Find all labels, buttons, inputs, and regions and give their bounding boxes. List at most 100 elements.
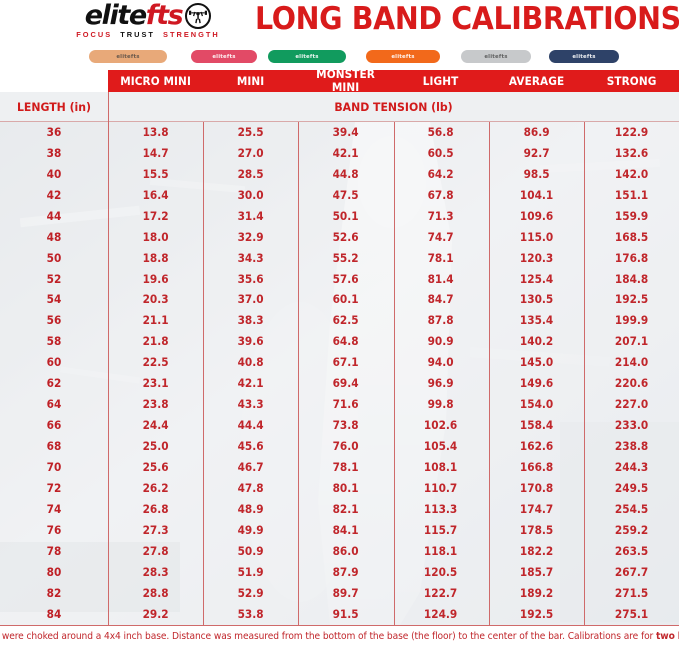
cell-light: 110.7 <box>424 481 458 495</box>
table-row: 84 29.2 53.8 91.5 124.9 192.5 275.1 <box>0 604 679 625</box>
cell-length: 54 <box>46 293 62 307</box>
cell-monster-mini: 82.1 <box>332 502 359 516</box>
cell-light: 96.9 <box>428 377 455 391</box>
cell-mini: 37.0 <box>237 293 264 307</box>
cell-monster-mini: 57.6 <box>332 272 359 286</box>
header-corner-cell <box>0 70 108 92</box>
cell-length: 48 <box>46 230 62 244</box>
cell-average: 120.3 <box>519 251 553 265</box>
cell-mini: 43.3 <box>237 398 264 412</box>
cell-strong: 159.9 <box>614 209 649 223</box>
cell-mini: 51.9 <box>237 565 264 579</box>
cell-length: 70 <box>46 460 62 474</box>
cell-average: 86.9 <box>523 125 550 139</box>
tagline-trust: TRUST <box>120 30 155 39</box>
logo-tagline: FOCUS TRUST STRENGTH <box>58 30 238 39</box>
cell-mini: 52.9 <box>237 586 264 600</box>
cell-strong: 271.5 <box>614 586 649 600</box>
cell-micro-mini: 20.3 <box>142 293 169 307</box>
monster-mini-band: elitefts <box>268 50 346 63</box>
cell-monster-mini: 44.8 <box>332 167 359 181</box>
cell-average: 162.6 <box>519 440 553 454</box>
cell-length: 50 <box>46 251 62 265</box>
cell-mini: 48.9 <box>237 502 264 516</box>
column-divider <box>298 122 300 625</box>
cell-micro-mini: 26.8 <box>142 502 169 516</box>
tagline-strength: STRENGTH <box>163 30 220 39</box>
column-divider <box>108 122 109 625</box>
cell-light: 56.8 <box>428 125 455 139</box>
cell-monster-mini: 67.1 <box>332 356 359 370</box>
cell-average: 178.5 <box>519 523 553 537</box>
column-header-average[interactable]: AVERAGE <box>508 74 564 88</box>
cell-mini: 25.5 <box>237 125 264 139</box>
cell-average: 185.7 <box>519 565 553 579</box>
table-row: 42 16.4 30.0 47.5 67.8 104.1 151.1 <box>0 185 679 206</box>
cell-light: 60.5 <box>428 146 455 160</box>
cell-mini: 46.7 <box>237 460 264 474</box>
monster-mini-band-shape: elitefts <box>268 50 346 63</box>
table-row: 44 17.2 31.4 50.1 71.3 109.6 159.9 <box>0 206 679 227</box>
footer-text: Bands were choked around a 4x4 inch base… <box>0 631 679 642</box>
cell-monster-mini: 69.4 <box>332 377 359 391</box>
cell-length: 84 <box>46 607 62 621</box>
column-header-mini[interactable]: MINI <box>237 74 265 88</box>
cell-micro-mini: 13.8 <box>142 125 169 139</box>
cell-length: 42 <box>46 188 62 202</box>
cell-strong: 151.1 <box>614 188 649 202</box>
cell-strong: 176.8 <box>614 251 649 265</box>
footer-text-part2: bands. <box>675 631 679 642</box>
cell-length: 72 <box>46 481 62 495</box>
cell-light: 99.8 <box>428 398 455 412</box>
cell-micro-mini: 22.5 <box>142 356 169 370</box>
cell-monster-mini: 73.8 <box>332 419 359 433</box>
footer-note: Bands were choked around a 4x4 inch base… <box>0 625 679 647</box>
cell-light: 84.7 <box>428 293 455 307</box>
cell-average: 135.4 <box>519 314 553 328</box>
column-divider <box>583 122 585 625</box>
cell-strong: 275.1 <box>614 607 649 621</box>
cell-strong: 238.8 <box>614 440 649 454</box>
cell-light: 124.9 <box>424 607 458 621</box>
cell-length: 64 <box>46 398 62 412</box>
column-header-light[interactable]: LIGHT <box>423 74 459 88</box>
cell-strong: 267.7 <box>614 565 649 579</box>
cell-monster-mini: 91.5 <box>332 607 359 621</box>
footer-emphasis: two <box>656 631 675 642</box>
cell-strong: 199.9 <box>614 314 649 328</box>
cell-strong: 263.5 <box>614 544 649 558</box>
cell-micro-mini: 27.3 <box>142 523 169 537</box>
cell-micro-mini: 14.7 <box>142 146 169 160</box>
strong-band-label: elitefts <box>572 53 596 60</box>
cell-monster-mini: 89.7 <box>332 586 359 600</box>
cell-average: 98.5 <box>523 167 550 181</box>
column-header-monster-mini[interactable]: MONSTER MINI <box>316 68 376 94</box>
column-header-strong[interactable]: STRONG <box>606 74 657 88</box>
table-row: 62 23.1 42.1 69.4 96.9 149.6 220.6 <box>0 373 679 394</box>
cell-micro-mini: 28.3 <box>142 565 169 579</box>
cell-length: 36 <box>46 125 62 139</box>
column-header-micro-mini[interactable]: MICRO MINI <box>120 74 191 88</box>
cell-mini: 42.1 <box>237 377 264 391</box>
table-row: 80 28.3 51.9 87.9 120.5 185.7 267.7 <box>0 562 679 583</box>
subheader-divider <box>108 92 109 122</box>
cell-mini: 44.4 <box>237 419 264 433</box>
table-row: 78 27.8 50.9 86.0 118.1 182.2 263.5 <box>0 541 679 562</box>
cell-length: 58 <box>46 335 62 349</box>
table-row: 48 18.0 32.9 52.6 74.7 115.0 168.5 <box>0 227 679 248</box>
table-row: 58 21.8 39.6 64.8 90.9 140.2 207.1 <box>0 331 679 352</box>
strong-band: elitefts <box>549 50 619 63</box>
cell-strong: 184.8 <box>614 272 649 286</box>
cell-strong: 244.3 <box>614 460 649 474</box>
cell-strong: 259.2 <box>614 523 649 537</box>
cell-micro-mini: 25.0 <box>142 440 169 454</box>
logo-fts-text: fts <box>145 0 184 31</box>
table-row: 82 28.8 52.9 89.7 122.7 189.2 271.5 <box>0 583 679 604</box>
cell-mini: 45.6 <box>237 440 264 454</box>
column-divider <box>203 122 205 625</box>
cell-length: 40 <box>46 167 62 181</box>
cell-average: 130.5 <box>519 293 553 307</box>
cell-monster-mini: 64.8 <box>332 335 359 349</box>
cell-strong: 207.1 <box>614 335 649 349</box>
table-body: 36 13.8 25.5 39.4 56.8 86.9 122.9 38 14.7 27.0 42.… <box>0 122 679 625</box>
